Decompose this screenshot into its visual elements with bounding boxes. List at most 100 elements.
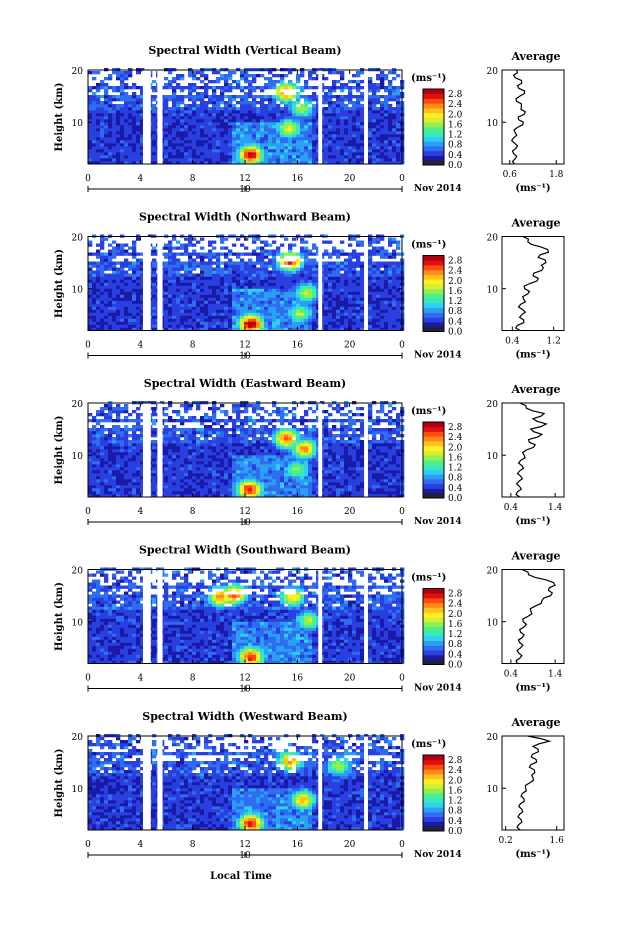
- heatmap-cell: [100, 128, 105, 132]
- heatmap-cell: [316, 107, 321, 111]
- heatmap-cell: [128, 71, 133, 75]
- heatmap-cell: [136, 161, 141, 165]
- heatmap-cell: [124, 464, 129, 468]
- heatmap-cell: [180, 95, 185, 99]
- heatmap-cell: [140, 152, 145, 156]
- heatmap-cell: [388, 119, 393, 123]
- heatmap-cell: [176, 101, 181, 105]
- heatmap-cell: [248, 273, 253, 277]
- heatmap-cell: [228, 125, 233, 129]
- heatmap-cell: [96, 267, 101, 271]
- heatmap-cell: [152, 306, 157, 310]
- heatmap-cell: [88, 264, 93, 268]
- heatmap-cell: [292, 303, 297, 307]
- heatmap-cell: [184, 297, 189, 301]
- heatmap-cell: [88, 452, 93, 456]
- heatmap-cell: [152, 303, 157, 307]
- heatmap-cell: [376, 261, 381, 265]
- heatmap-cell: [164, 125, 169, 129]
- heatmap-cell: [348, 131, 353, 135]
- heatmap-cell: [88, 449, 93, 453]
- heatmap-cell: [108, 122, 113, 126]
- heatmap-cell: [124, 312, 129, 316]
- heatmap-cell: [200, 98, 205, 102]
- heatmap-cell: [88, 458, 93, 462]
- heatmap-cell: [204, 104, 209, 108]
- heatmap-cell: [168, 264, 173, 268]
- heatmap-cell: [212, 128, 217, 132]
- heatmap-cell: [380, 113, 385, 117]
- heatmap-cell: [336, 255, 341, 259]
- heatmap-cell: [352, 321, 357, 325]
- heatmap-cell: [288, 294, 293, 298]
- heatmap-cell: [104, 107, 109, 111]
- heatmap-cell: [164, 264, 169, 268]
- heatmap-cell: [116, 246, 121, 250]
- x-tick-label: 20: [344, 341, 356, 351]
- heatmap-cell: [332, 246, 337, 250]
- heatmap-cell: [128, 152, 133, 156]
- heatmap-cell: [112, 267, 117, 271]
- heatmap-cell: [116, 482, 121, 486]
- panel-1: Spectral Width (Northward Beam)0 4 8 12 16 20…: [54, 211, 565, 362]
- heatmap-cell: [188, 143, 193, 147]
- heatmap-cell: [316, 282, 321, 286]
- heatmap-cell: [212, 309, 217, 313]
- heatmap-cell: [196, 77, 201, 81]
- heatmap-cell: [244, 318, 249, 322]
- heatmap-cell: [224, 113, 229, 117]
- heatmap-cell: [296, 300, 301, 304]
- heatmap-cell: [152, 473, 157, 477]
- heatmap-cell: [124, 252, 129, 256]
- heatmap-cell: [112, 122, 117, 126]
- heatmap-cell: [172, 321, 177, 325]
- heatmap-cell: [316, 276, 321, 280]
- heatmap-cell: [260, 86, 265, 90]
- heatmap-cell: [232, 131, 237, 135]
- heatmap-cell: [220, 146, 225, 150]
- heatmap-cell: [128, 101, 133, 105]
- heatmap-cell: [336, 327, 341, 331]
- heatmap-cell: [100, 285, 105, 289]
- heatmap-cell: [192, 83, 197, 87]
- heatmap-cell: [308, 273, 313, 277]
- heatmap-cell: [240, 288, 245, 292]
- heatmap-cell: [256, 113, 261, 117]
- heatmap-cell: [204, 107, 209, 111]
- heatmap-cell: [168, 122, 173, 126]
- heatmap-cell: [220, 86, 225, 90]
- heatmap-cell: [384, 321, 389, 325]
- heatmap-cell: [232, 104, 237, 108]
- heatmap-cell: [264, 131, 269, 135]
- heatmap-cell: [112, 306, 117, 310]
- heatmap-cell: [100, 158, 105, 162]
- heatmap-cell: [308, 276, 313, 280]
- heatmap-cell: [380, 116, 385, 120]
- heatmap-cell: [272, 149, 277, 153]
- heatmap-cell: [132, 482, 137, 486]
- heatmap-cell: [280, 116, 285, 120]
- heatmap-cell: [296, 92, 301, 96]
- heatmap-cell: [236, 237, 241, 241]
- heatmap-cell: [284, 300, 289, 304]
- heatmap-cell: [96, 288, 101, 292]
- heatmap-cell: [164, 282, 169, 286]
- heatmap-cell: [132, 279, 137, 283]
- heatmap-cell: [168, 143, 173, 147]
- heatmap-cell: [172, 285, 177, 289]
- heatmap-cell: [140, 413, 145, 417]
- heatmap-cell: [168, 488, 173, 492]
- heatmap-cell: [384, 279, 389, 283]
- heatmap-cell: [132, 116, 137, 120]
- heatmap-cell: [276, 288, 281, 292]
- heatmap-cell: [212, 255, 217, 259]
- heatmap-cell: [152, 294, 157, 298]
- heatmap-cell: [316, 246, 321, 250]
- heatmap-cell: [216, 300, 221, 304]
- heatmap-cell: [200, 264, 205, 268]
- heatmap-cell: [96, 270, 101, 274]
- heatmap-cell: [192, 258, 197, 262]
- heatmap-cell: [128, 282, 133, 286]
- heatmap-cell: [220, 303, 225, 307]
- heatmap-cell: [280, 312, 285, 316]
